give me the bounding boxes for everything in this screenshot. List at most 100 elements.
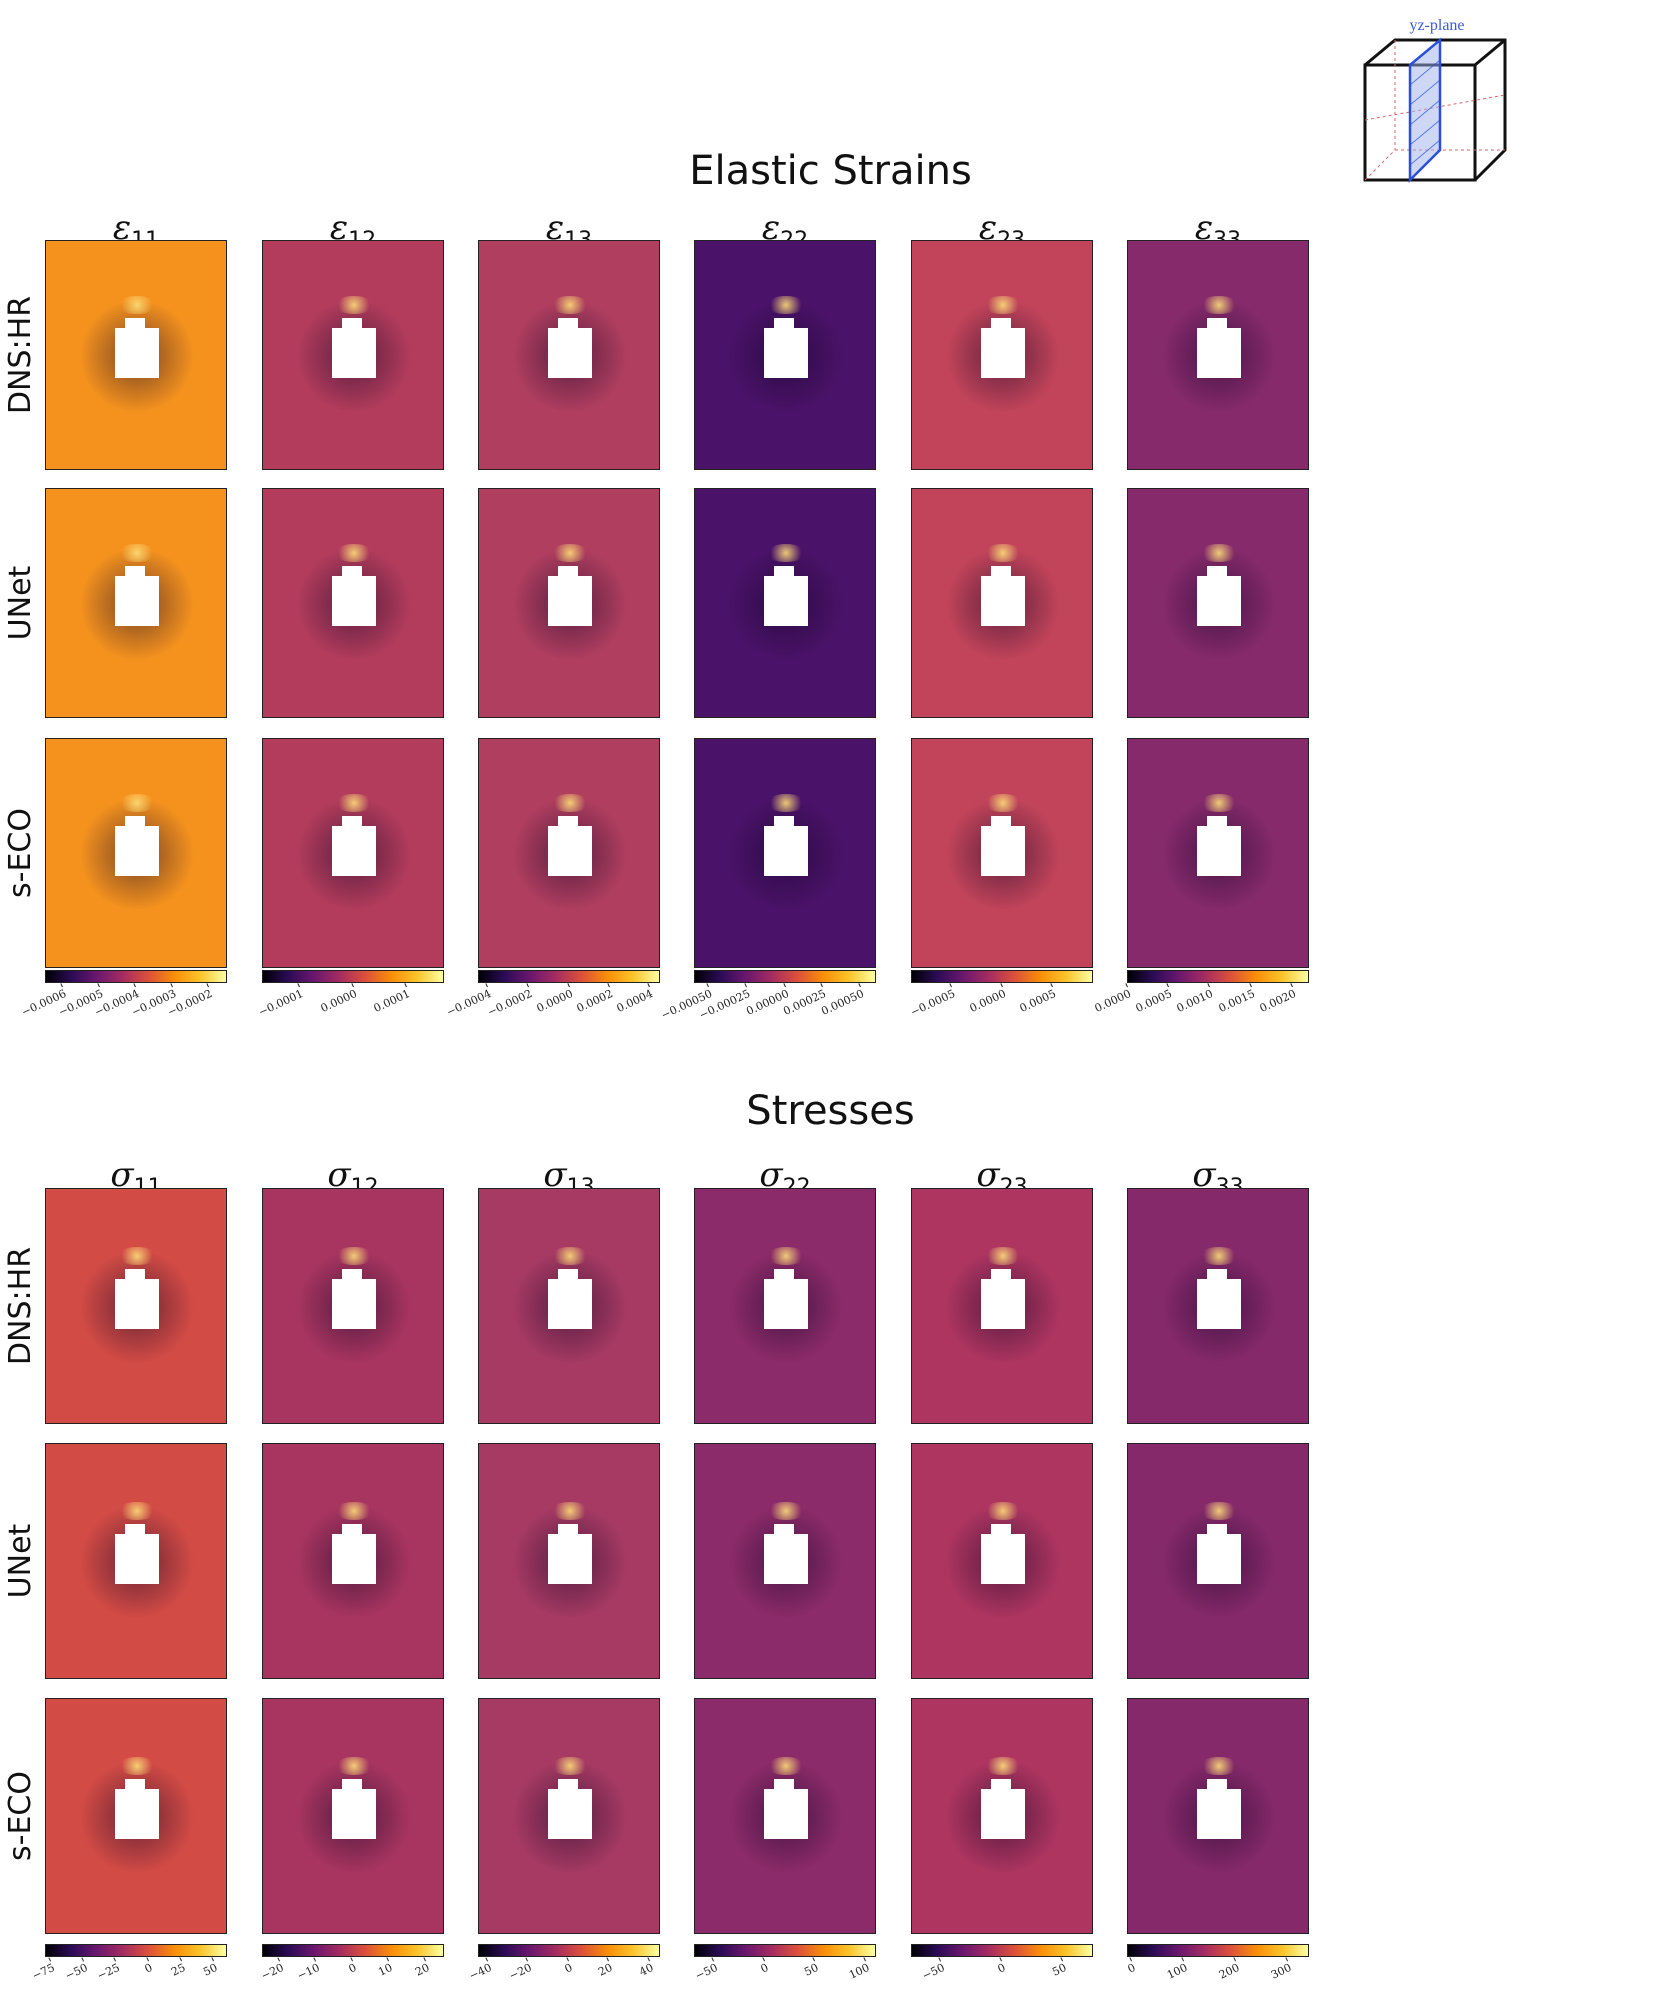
colorbar-tick-label: 0 xyxy=(758,1961,771,1976)
heatmap-stresses-23-dnshr xyxy=(911,1188,1093,1424)
colorbar-tick-label: 0.00025 xyxy=(781,987,829,1019)
heatmap-stresses-22-seco xyxy=(694,1698,876,1934)
inclusion xyxy=(1197,826,1241,876)
inclusion xyxy=(115,328,159,378)
heatmap-strains-22-unet xyxy=(694,488,876,718)
colorbar-ticks-strains-12: −0.0001 0.0000 0.0001 xyxy=(256,987,444,1027)
colorbar-tick-label: −50 xyxy=(920,1961,947,1983)
field-glow-bright xyxy=(334,296,374,314)
colorbar-tick-label: 0.0015 xyxy=(1216,987,1257,1016)
heatmap-strains-11-unet xyxy=(45,488,227,718)
colorbar-stresses-33 xyxy=(1127,1944,1309,1957)
colorbar-tick-label: 0.0010 xyxy=(1174,987,1216,1016)
colorbar-stresses-13 xyxy=(478,1944,660,1957)
colorbar-tick-label: −50 xyxy=(62,1961,90,1983)
colorbar-tick-label: 0.00000 xyxy=(743,987,791,1019)
inclusion-top xyxy=(1207,1779,1227,1791)
colorbar-stresses-11 xyxy=(45,1944,227,1957)
colorbar-tick-label: 0.0005 xyxy=(1133,987,1174,1016)
field-glow-bright xyxy=(117,794,157,812)
colorbar-tick-label: 0.0000 xyxy=(1092,987,1133,1016)
inclusion xyxy=(115,576,159,626)
inclusion xyxy=(332,328,376,378)
colorbar-tick-label: 10 xyxy=(376,1961,395,1979)
colorbar-ticks-stresses-11: −75 −50 −25 0 25 50 xyxy=(30,1961,227,2001)
colorbar-ticks-strains-22: −0.00050 −0.00025 0.00000 0.00025 0.00050 xyxy=(660,987,876,1027)
heatmap-strains-23-dnshr xyxy=(911,240,1093,470)
heatmap-strains-12-seco xyxy=(262,738,444,968)
colorbar-tick-label: −20 xyxy=(507,1961,535,1983)
inclusion xyxy=(981,1534,1025,1584)
inclusion xyxy=(764,826,808,876)
field-glow-bright xyxy=(550,1502,590,1520)
heatmap-stresses-11-seco xyxy=(45,1698,227,1934)
colorbar-tick-label: −0.0005 xyxy=(908,987,957,1019)
colorbar-ticks-strains-11: −0.0006 −0.0005 −0.0004 −0.0003 −0.0002 xyxy=(20,987,227,1027)
field-glow-bright xyxy=(334,544,374,562)
field-glow-bright xyxy=(1199,794,1239,812)
heatmap-stresses-12-unet xyxy=(262,1443,444,1679)
heatmap-strains-11-dnshr xyxy=(45,240,227,470)
inclusion xyxy=(764,1279,808,1329)
inclusion xyxy=(332,1534,376,1584)
inclusion-top xyxy=(991,1269,1011,1281)
row-label-strains-3: s-ECO xyxy=(3,808,38,898)
heatmap-stresses-23-seco xyxy=(911,1698,1093,1934)
inclusion-top xyxy=(558,318,578,330)
inclusion-top xyxy=(125,1779,145,1791)
inclusion xyxy=(548,1534,592,1584)
field-glow-bright xyxy=(1199,1502,1239,1520)
inclusion-top xyxy=(1207,566,1227,578)
inclusion-top xyxy=(558,1524,578,1536)
field-glow-bright xyxy=(117,1757,157,1775)
colorbar-tick-label: 0 xyxy=(346,1961,359,1976)
heatmap-strains-11-seco xyxy=(45,738,227,968)
inclusion xyxy=(764,576,808,626)
field-glow-bright xyxy=(550,794,590,812)
colorbar-tick-label: −0.0001 xyxy=(256,987,305,1019)
colorbar-tick-label: 0 xyxy=(142,1961,155,1976)
inclusion xyxy=(332,576,376,626)
heatmap-stresses-13-seco xyxy=(478,1698,660,1934)
inclusion-top xyxy=(774,1269,794,1281)
colorbar-tick-label: 0 xyxy=(1125,1961,1138,1976)
colorbar-tick-label: 200 xyxy=(1217,1961,1242,1982)
colorbar-tick-label: −0.0002 xyxy=(485,987,535,1019)
heatmap-stresses-23-unet xyxy=(911,1443,1093,1679)
colorbar-ticks-stresses-23: −50 0 50 xyxy=(911,1961,1093,2001)
field-glow-bright xyxy=(1199,296,1239,314)
inclusion xyxy=(332,1279,376,1329)
colorbar-ticks-stresses-13: −40 −20 0 20 40 xyxy=(467,1961,660,2001)
colorbar-tick-label: 25 xyxy=(168,1961,187,1979)
inclusion xyxy=(115,1789,159,1839)
field-glow-bright xyxy=(766,1502,806,1520)
inclusion xyxy=(548,328,592,378)
field-glow-bright xyxy=(117,296,157,314)
heatmap-strains-13-unet xyxy=(478,488,660,718)
colorbar-ticks-strains-33: 0.0000 0.0005 0.0010 0.0015 0.0020 xyxy=(1092,987,1309,1027)
field-glow-bright xyxy=(983,1502,1023,1520)
colorbar-tick-label: −25 xyxy=(95,1961,122,1983)
heatmap-strains-33-seco xyxy=(1127,738,1309,968)
inclusion-top xyxy=(558,816,578,828)
colorbar-tick-label: 0.0004 xyxy=(614,987,656,1016)
inclusion xyxy=(1197,576,1241,626)
inclusion-top xyxy=(991,816,1011,828)
field-glow-bright xyxy=(550,544,590,562)
colorbar-tick-label: 0.0000 xyxy=(318,987,359,1016)
colorbar-strains-33 xyxy=(1127,970,1309,983)
colorbar-tick-label: 100 xyxy=(1165,1961,1190,1982)
colorbar-tick-label: 300 xyxy=(1269,1961,1294,1982)
row-label-strains-1: DNS:HR xyxy=(3,295,38,415)
inclusion-top xyxy=(125,816,145,828)
inclusion-top xyxy=(342,566,362,578)
yz-plane-cube-inset: yz-plane xyxy=(1363,17,1507,184)
colorbar-strains-13 xyxy=(478,970,660,983)
inclusion xyxy=(981,576,1025,626)
heatmap-stresses-12-seco xyxy=(262,1698,444,1934)
colorbar-ticks-stresses-12: −20 −10 0 10 20 xyxy=(259,1961,444,2001)
inclusion xyxy=(1197,1279,1241,1329)
colorbar-tick-label: −50 xyxy=(693,1961,720,1983)
inclusion-top xyxy=(774,1524,794,1536)
heatmap-stresses-11-dnshr xyxy=(45,1188,227,1424)
